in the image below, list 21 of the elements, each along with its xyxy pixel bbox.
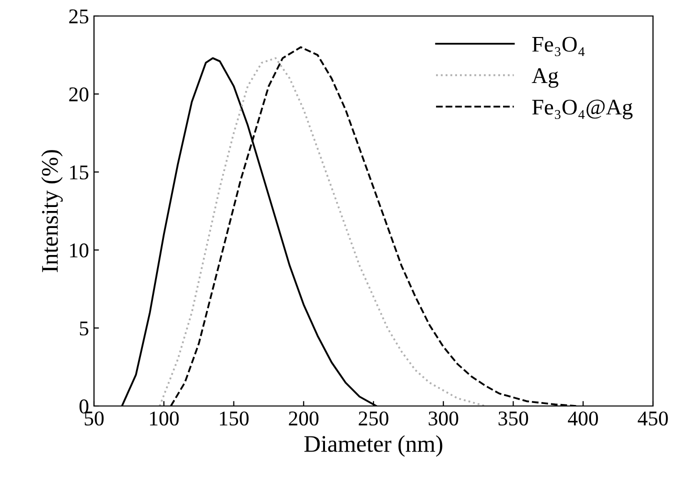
x-tick-label: 150 (220, 411, 249, 426)
x-tick-label: 400 (568, 411, 598, 426)
x-tick-label: 250 (358, 411, 388, 426)
x-tick-label: 50 (84, 411, 104, 426)
y-tick-label: 20 (69, 87, 88, 102)
y-tick-label: 25 (69, 9, 88, 24)
x-tick-label: 300 (428, 411, 458, 426)
x-tick-label: 100 (150, 411, 179, 426)
legend-label: Fe₃O₄@Ag (532, 100, 633, 120)
legend-label: Fe₃O₄ (532, 36, 585, 56)
legend-label: Ag (532, 68, 558, 88)
y-tick-label: 0 (80, 399, 88, 414)
y-axis-title: Intensity (%) (41, 150, 63, 272)
x-tick-label: 350 (498, 411, 528, 426)
line-series (158, 57, 486, 406)
y-tick-label: 10 (70, 243, 88, 258)
x-axis-title: Diameter (nm) (304, 435, 442, 457)
x-tick-label: 200 (288, 411, 318, 426)
x-tick-label: 450 (638, 411, 668, 426)
y-tick-label: 5 (80, 322, 88, 336)
y-tick-label: 15 (70, 165, 88, 180)
